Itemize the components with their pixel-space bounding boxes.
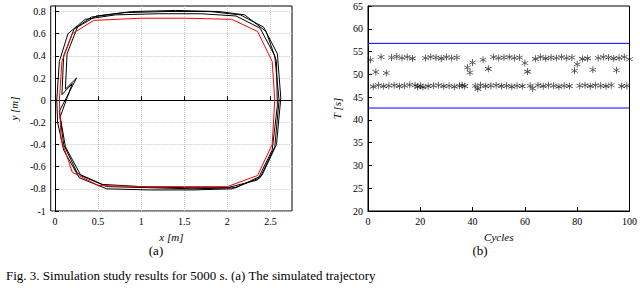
svg-text:-0.6: -0.6 — [30, 161, 46, 172]
svg-text:(a): (a) — [149, 243, 163, 258]
svg-text:35: 35 — [353, 137, 363, 148]
svg-text:Cycles: Cycles — [484, 231, 513, 243]
svg-text:0.6: 0.6 — [33, 28, 46, 39]
svg-text:x [m]: x [m] — [158, 231, 183, 243]
svg-text:40: 40 — [353, 114, 363, 125]
svg-text:55: 55 — [353, 46, 363, 57]
svg-text:0.5: 0.5 — [92, 216, 105, 227]
svg-text:T [s]: T [s] — [331, 98, 343, 120]
svg-text:-0.8: -0.8 — [30, 183, 46, 194]
svg-text:-1: -1 — [37, 206, 45, 217]
svg-text:y [m]: y [m] — [8, 96, 20, 121]
svg-text:25: 25 — [353, 183, 363, 194]
svg-text:100: 100 — [622, 216, 637, 227]
svg-text:0: 0 — [53, 216, 58, 227]
svg-text:20: 20 — [353, 206, 363, 217]
svg-text:0.2: 0.2 — [33, 73, 46, 84]
svg-text:0: 0 — [41, 95, 46, 106]
svg-text:20: 20 — [415, 216, 425, 227]
svg-text:0.8: 0.8 — [33, 6, 46, 17]
svg-text:80: 80 — [572, 216, 582, 227]
svg-text:1.5: 1.5 — [178, 216, 191, 227]
svg-text:0: 0 — [366, 216, 371, 227]
svg-text:0.4: 0.4 — [33, 50, 46, 61]
svg-text:2.5: 2.5 — [264, 216, 277, 227]
svg-text:2: 2 — [225, 216, 230, 227]
svg-text:60: 60 — [520, 216, 530, 227]
svg-text:-0.4: -0.4 — [30, 139, 46, 150]
svg-text:-0.2: -0.2 — [30, 117, 46, 128]
html-text:Fig. 3. Simulation study resul: Fig. 3. Simulation study results for 500… — [6, 268, 376, 283]
svg-text:65: 65 — [353, 1, 363, 12]
svg-text:60: 60 — [353, 23, 363, 34]
svg-text:40: 40 — [468, 216, 478, 227]
svg-text:50: 50 — [353, 69, 363, 80]
svg-text:45: 45 — [353, 92, 363, 103]
svg-text:(b): (b) — [472, 243, 487, 258]
svg-text:1: 1 — [139, 216, 144, 227]
svg-text:30: 30 — [353, 160, 363, 171]
